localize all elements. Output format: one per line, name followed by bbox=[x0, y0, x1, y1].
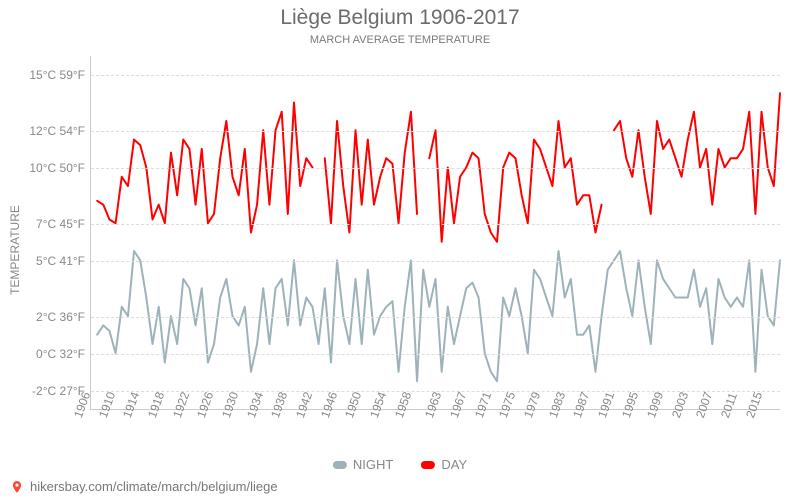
footer: hikersbay.com/climate/march/belgium/lieg… bbox=[10, 479, 278, 494]
chart-lines bbox=[91, 56, 780, 409]
legend-item-night: NIGHT bbox=[333, 457, 393, 472]
y-tick-label: 7°C 45°F bbox=[36, 217, 91, 231]
legend: NIGHT DAY bbox=[333, 457, 467, 472]
gridline bbox=[91, 261, 780, 262]
y-tick-label: 2°C 36°F bbox=[36, 310, 91, 324]
y-tick-label: 12°C 54°F bbox=[29, 124, 91, 138]
legend-marker bbox=[333, 461, 347, 469]
legend-label: NIGHT bbox=[353, 457, 393, 472]
legend-item-day: DAY bbox=[421, 457, 467, 472]
gridline bbox=[91, 168, 780, 169]
map-pin-icon bbox=[10, 480, 24, 494]
gridline bbox=[91, 131, 780, 132]
y-tick-label: 0°C 32°F bbox=[36, 347, 91, 361]
y-tick-label: 15°C 59°F bbox=[29, 68, 91, 82]
source-link[interactable]: hikersbay.com/climate/march/belgium/lieg… bbox=[30, 479, 278, 494]
legend-marker bbox=[421, 461, 435, 469]
gridline bbox=[91, 224, 780, 225]
y-axis-label: TEMPERATURE bbox=[8, 205, 22, 295]
y-tick-label: 10°C 50°F bbox=[29, 161, 91, 175]
legend-label: DAY bbox=[441, 457, 467, 472]
gridline bbox=[91, 354, 780, 355]
chart-title: Liège Belgium 1906-2017 bbox=[0, 6, 800, 30]
plot-area: -2°C 27°F0°C 32°F2°C 36°F5°C 41°F7°C 45°… bbox=[90, 56, 780, 410]
chart-container: Liège Belgium 1906-2017 MARCH AVERAGE TE… bbox=[0, 0, 800, 500]
series-day bbox=[614, 93, 780, 214]
gridline bbox=[91, 75, 780, 76]
gridline bbox=[91, 317, 780, 318]
chart-subtitle: MARCH AVERAGE TEMPERATURE bbox=[0, 34, 800, 46]
y-tick-label: 5°C 41°F bbox=[36, 254, 91, 268]
